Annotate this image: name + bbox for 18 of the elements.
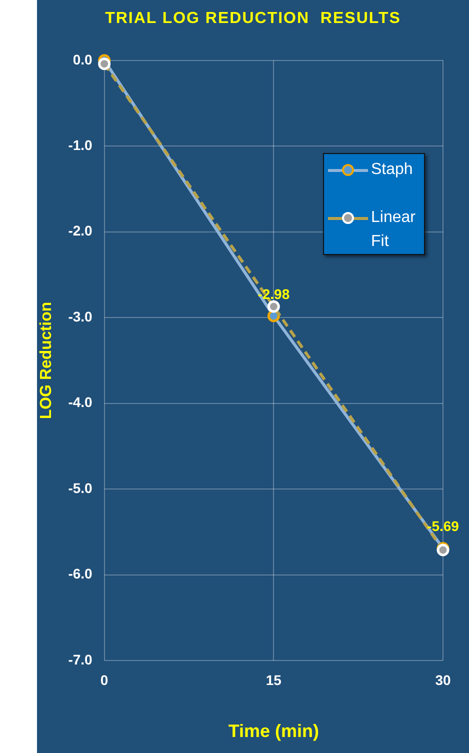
y-tick-label: -6.0 bbox=[68, 566, 93, 582]
y-tick-label: -7.0 bbox=[68, 651, 93, 668]
y-axis-title: LOG Reduction bbox=[38, 302, 56, 420]
y-tick-label: -4.0 bbox=[68, 394, 93, 410]
data-label: -2.98 bbox=[258, 286, 290, 302]
chart-title: TRIAL LOG REDUCTION RESULTS bbox=[104, 10, 402, 28]
x-axis-title: Time (min) bbox=[228, 721, 320, 742]
x-tick-label: 15 bbox=[266, 672, 282, 688]
y-tick-label: -1.0 bbox=[68, 137, 93, 153]
legend-label: Staph bbox=[371, 160, 414, 180]
y-tick-label: -2.0 bbox=[68, 222, 93, 239]
legend-label: Linear Fit bbox=[371, 208, 416, 252]
y-tick-label: -3.0 bbox=[68, 308, 93, 324]
y-tick-label: 0.0 bbox=[72, 51, 93, 68]
x-tick-label: 0 bbox=[100, 672, 108, 688]
data-label: -5.69 bbox=[427, 518, 460, 534]
y-tick-label: -5.0 bbox=[68, 480, 93, 496]
x-tick-label: 30 bbox=[435, 672, 451, 688]
